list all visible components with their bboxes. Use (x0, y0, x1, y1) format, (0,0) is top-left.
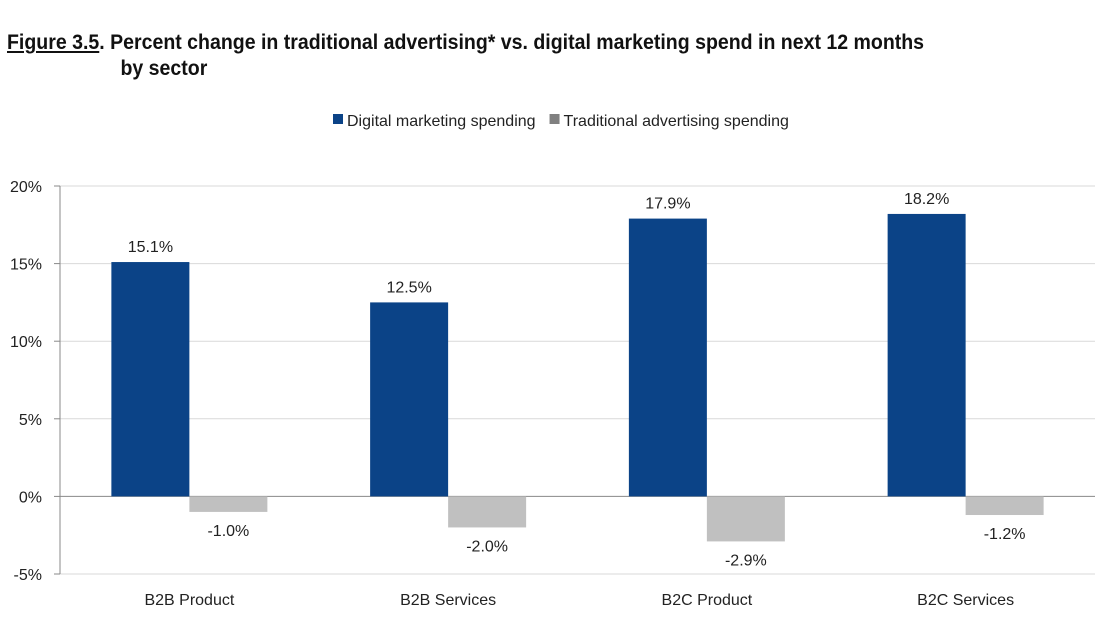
figure-number: Figure 3.5 (7, 31, 100, 54)
x-tick-label: B2B Services (400, 592, 496, 609)
bar-traditional (706, 496, 785, 542)
bar-digital (628, 218, 707, 497)
y-tick-label: 20% (10, 179, 42, 196)
data-label: 17.9% (645, 196, 690, 213)
data-label: 12.5% (386, 279, 431, 296)
bar-traditional (448, 496, 527, 528)
bar-traditional (965, 496, 1044, 516)
y-tick-label: -5% (14, 567, 42, 584)
data-label: 15.1% (128, 239, 173, 256)
y-tick-label: 15% (10, 257, 42, 274)
bar-digital (887, 213, 966, 497)
y-tick-label: 0% (19, 489, 42, 506)
bar-digital (111, 262, 190, 497)
legend-label: Digital marketing spending (347, 113, 536, 130)
title-line-1: . Percent change in traditional advertis… (99, 31, 925, 54)
data-label: -2.0% (466, 538, 508, 555)
legend-swatch (549, 114, 560, 124)
y-tick-label: 10% (10, 334, 42, 351)
figure-title: Figure 3.5. Percent change in traditiona… (7, 30, 924, 82)
bar-traditional (189, 496, 268, 512)
data-label: -1.2% (984, 526, 1026, 543)
data-label: 18.2% (904, 191, 949, 208)
bar-digital (370, 302, 449, 497)
data-label: -1.0% (207, 523, 249, 540)
x-tick-label: B2C Services (917, 592, 1014, 609)
data-label: -2.9% (725, 552, 767, 569)
x-tick-label: B2C Product (662, 592, 753, 609)
x-tick-label: B2B Product (144, 592, 234, 609)
y-tick-label: 5% (19, 412, 42, 429)
legend-label: Traditional advertising spending (564, 113, 789, 130)
legend-swatch (333, 114, 343, 124)
title-line-2: by sector (120, 57, 208, 80)
